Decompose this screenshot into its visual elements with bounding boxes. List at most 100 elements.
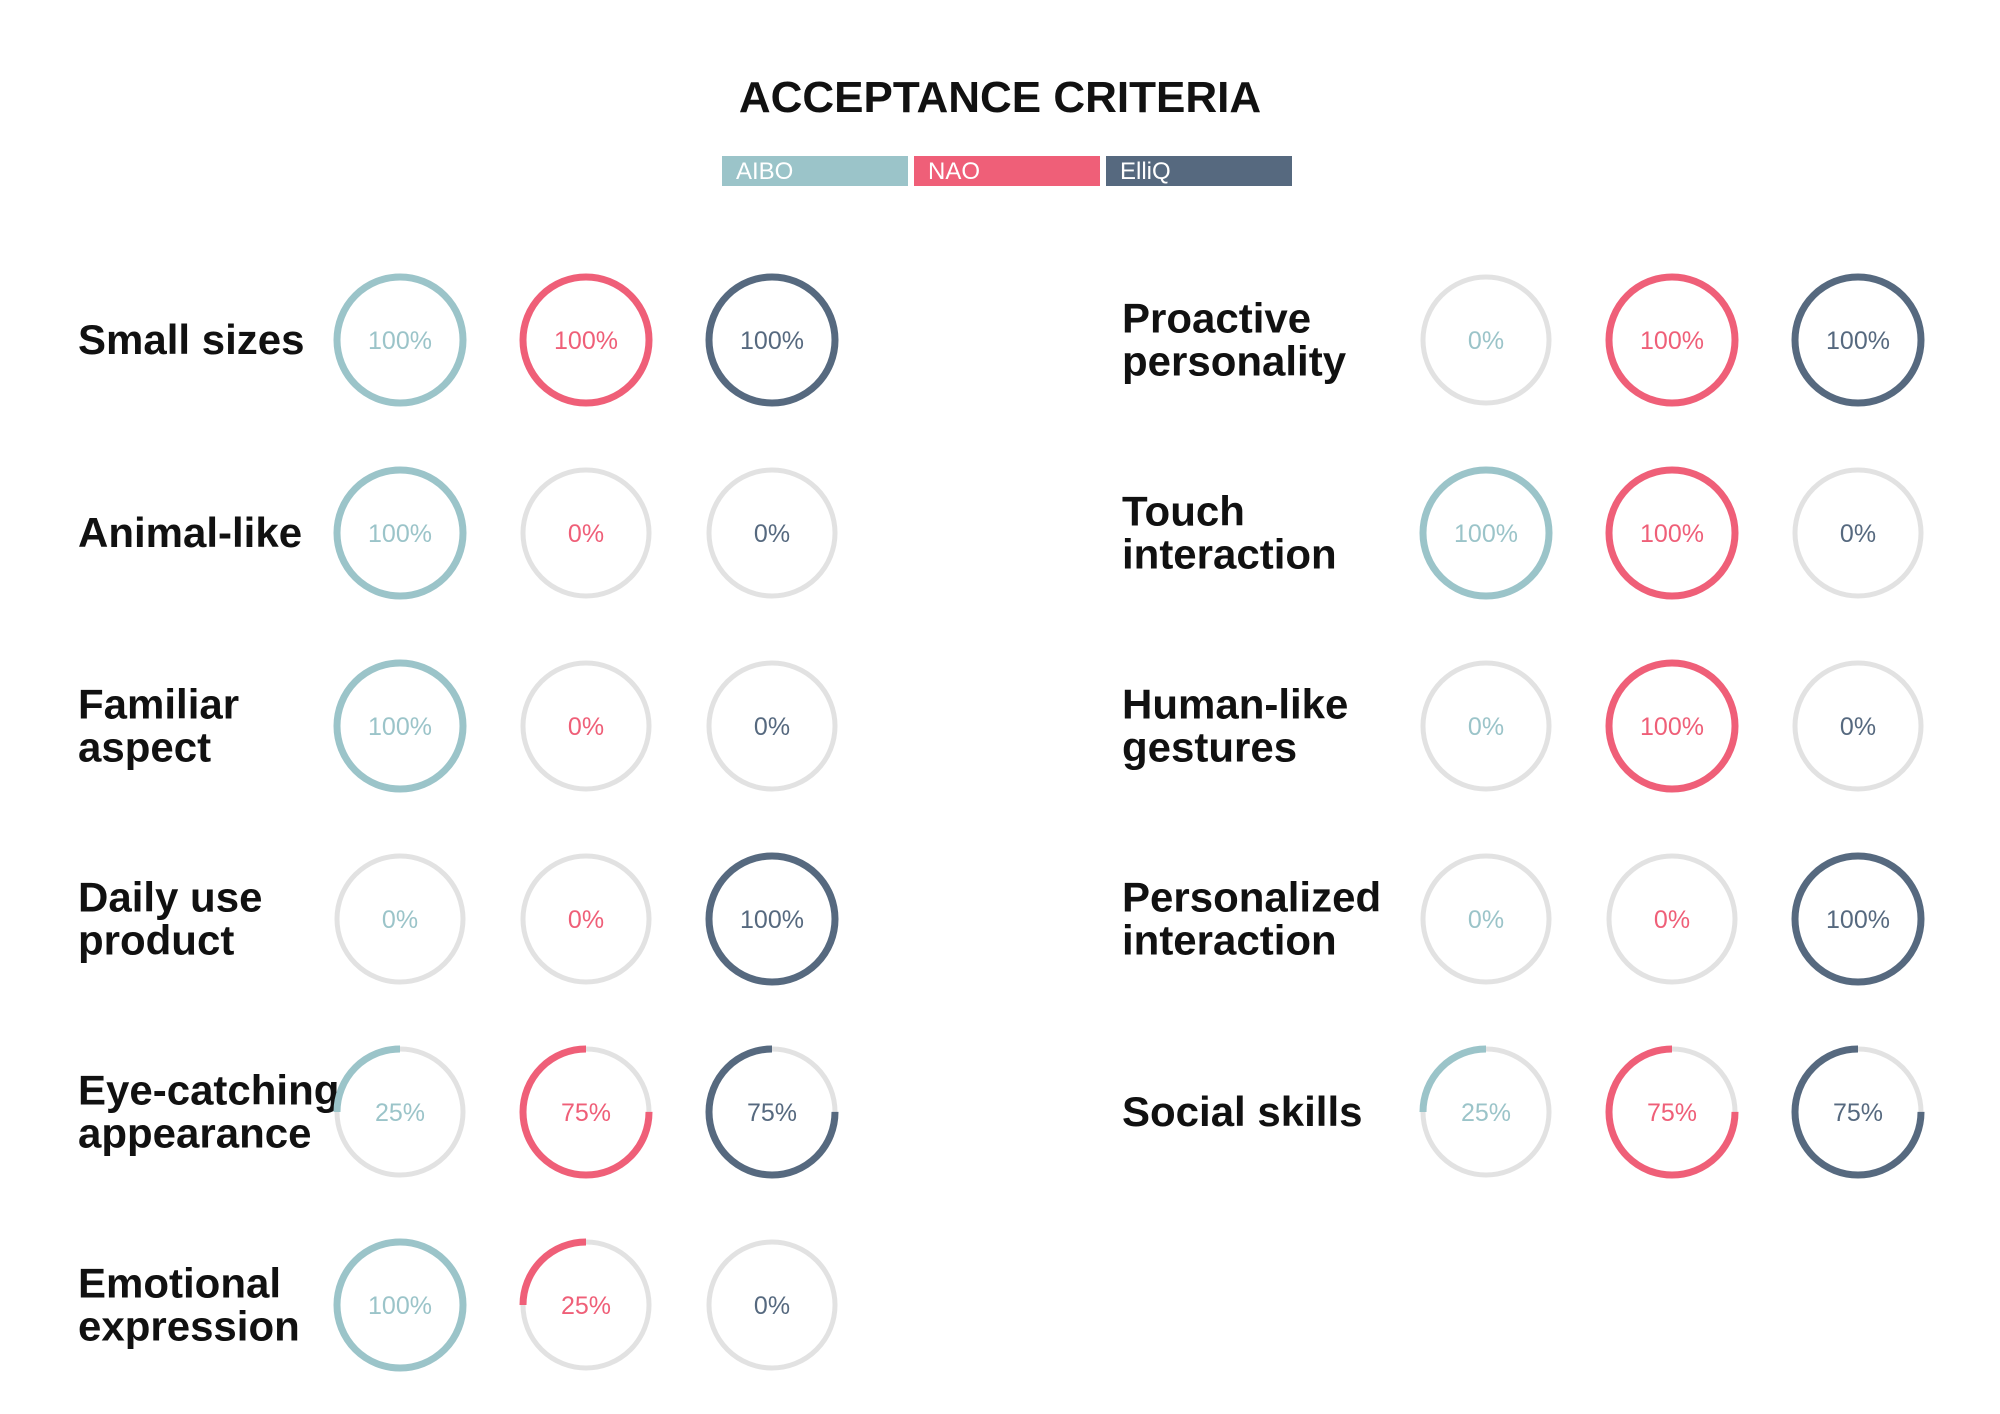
criterion-row-human-like-gestures: Human-like gestures 0% 100% 0% (1122, 659, 1924, 793)
criterion-row-animal-like: Animal-like 100% 0% 0% (78, 466, 838, 600)
ring-arc (1605, 1045, 1739, 1179)
ring-arc (1419, 466, 1553, 600)
ring-track (520, 660, 652, 792)
criterion-row-personalized-interaction: Personalized interaction 0% 0% 100% (1122, 852, 1925, 986)
criterion-row-daily-use-product: Daily use product 0% 0% 100% (78, 852, 839, 986)
progress-ring-aibo: 100% (1419, 466, 1553, 600)
progress-ring-nao: 100% (519, 273, 653, 407)
ring-arc (519, 273, 653, 407)
progress-ring-aibo: 0% (1420, 853, 1552, 985)
ring-value-label: 100% (368, 1292, 432, 1320)
progress-ring-aibo: 100% (333, 1238, 467, 1372)
ring-value-label: 100% (1640, 713, 1704, 741)
ring-track (706, 660, 838, 792)
criterion-row-social-skills: Social skills 25% 75% 75% (1122, 1045, 1925, 1179)
progress-ring-nao: 0% (1606, 853, 1738, 985)
ring-value-label: 100% (740, 906, 804, 934)
ring-value-label: 0% (1654, 906, 1690, 934)
ring-value-label: 0% (1840, 713, 1876, 741)
progress-ring-aibo: 100% (333, 273, 467, 407)
progress-ring-aibo: 0% (1420, 660, 1552, 792)
criterion-row-emotional-expression: Emotional expression 100% 25% 0% (78, 1238, 838, 1372)
ring-arc (333, 273, 467, 407)
progress-ring-aibo: 0% (334, 853, 466, 985)
progress-ring-elliq: 0% (706, 1239, 838, 1371)
legend-item-aibo: AIBO (722, 156, 908, 186)
criterion-label: Daily use product (78, 874, 262, 964)
ring-value-label: 0% (568, 520, 604, 548)
legend: AIBO NAO ElliQ (722, 156, 1292, 186)
legend-item-elliq: ElliQ (1106, 156, 1292, 186)
ring-arc (1605, 659, 1739, 793)
criteria-grid: Small sizes 100% 100% 100% Animal-like 100% 0%… (78, 273, 1925, 1372)
progress-ring-aibo: 25% (333, 1045, 467, 1179)
ring-track (706, 1239, 838, 1371)
progress-ring-nao: 0% (520, 853, 652, 985)
legend-label-elliq: ElliQ (1120, 158, 1171, 185)
ring-arc (705, 852, 839, 986)
ring-value-label: 0% (1468, 327, 1504, 355)
ring-track (1606, 853, 1738, 985)
criterion-label: Eye-catching appearance (78, 1067, 339, 1157)
progress-ring-nao: 75% (1605, 1045, 1739, 1179)
criterion-label: Touch interaction (1122, 488, 1337, 578)
progress-ring-aibo: 0% (1420, 274, 1552, 406)
ring-arc (1419, 1045, 1553, 1179)
ring-arc (333, 466, 467, 600)
progress-ring-nao: 0% (520, 467, 652, 599)
ring-arc (1791, 273, 1925, 407)
progress-ring-elliq: 0% (1792, 660, 1924, 792)
ring-value-label: 0% (568, 713, 604, 741)
ring-arc (333, 659, 467, 793)
ring-track (1420, 274, 1552, 406)
progress-ring-nao: 100% (1605, 273, 1739, 407)
criteria-column-1: Small sizes 100% 100% 100% Animal-like 100% 0%… (78, 273, 839, 1372)
ring-value-label: 100% (740, 327, 804, 355)
ring-value-label: 100% (368, 520, 432, 548)
criterion-label: Animal-like (78, 509, 302, 556)
criterion-label: Human-like gestures (1122, 681, 1348, 771)
progress-ring-aibo: 100% (333, 466, 467, 600)
ring-value-label: 100% (1640, 520, 1704, 548)
progress-ring-aibo: 100% (333, 659, 467, 793)
criterion-row-familiar-aspect: Familiar aspect 100% 0% 0% (78, 659, 838, 793)
ring-value-label: 25% (561, 1292, 611, 1320)
ring-value-label: 0% (1468, 713, 1504, 741)
ring-value-label: 75% (561, 1099, 611, 1127)
progress-ring-elliq: 75% (705, 1045, 839, 1179)
criterion-row-proactive-personality: Proactive personality 0% 100% 100% (1122, 273, 1925, 407)
progress-ring-elliq: 100% (1791, 273, 1925, 407)
progress-ring-nao: 75% (519, 1045, 653, 1179)
progress-ring-elliq: 100% (1791, 852, 1925, 986)
legend-item-nao: NAO (914, 156, 1100, 186)
ring-arc (705, 273, 839, 407)
criterion-label: Emotional expression (78, 1260, 300, 1350)
ring-value-label: 0% (1468, 906, 1504, 934)
legend-swatch-nao (914, 156, 1100, 186)
progress-ring-nao: 100% (1605, 466, 1739, 600)
progress-ring-nao: 100% (1605, 659, 1739, 793)
legend-label-nao: NAO (928, 158, 980, 185)
criterion-label: Personalized interaction (1122, 874, 1381, 964)
criterion-label: Social skills (1122, 1088, 1362, 1135)
ring-value-label: 75% (1833, 1099, 1883, 1127)
ring-track (520, 467, 652, 599)
ring-arc (1791, 852, 1925, 986)
progress-ring-aibo: 25% (1419, 1045, 1553, 1179)
progress-ring-elliq: 100% (705, 852, 839, 986)
legend-swatch-elliq (1106, 156, 1292, 186)
ring-value-label: 0% (754, 520, 790, 548)
criterion-row-touch-interaction: Touch interaction 100% 100% 0% (1122, 466, 1924, 600)
ring-value-label: 75% (1647, 1099, 1697, 1127)
legend-swatch-aibo (722, 156, 908, 186)
criterion-label: Small sizes (78, 316, 304, 363)
ring-track (520, 853, 652, 985)
progress-ring-elliq: 75% (1791, 1045, 1925, 1179)
ring-arc (333, 1238, 467, 1372)
ring-arc (1791, 1045, 1925, 1179)
ring-value-label: 100% (368, 713, 432, 741)
progress-ring-nao: 0% (520, 660, 652, 792)
ring-value-label: 25% (375, 1099, 425, 1127)
ring-arc (519, 1045, 653, 1179)
